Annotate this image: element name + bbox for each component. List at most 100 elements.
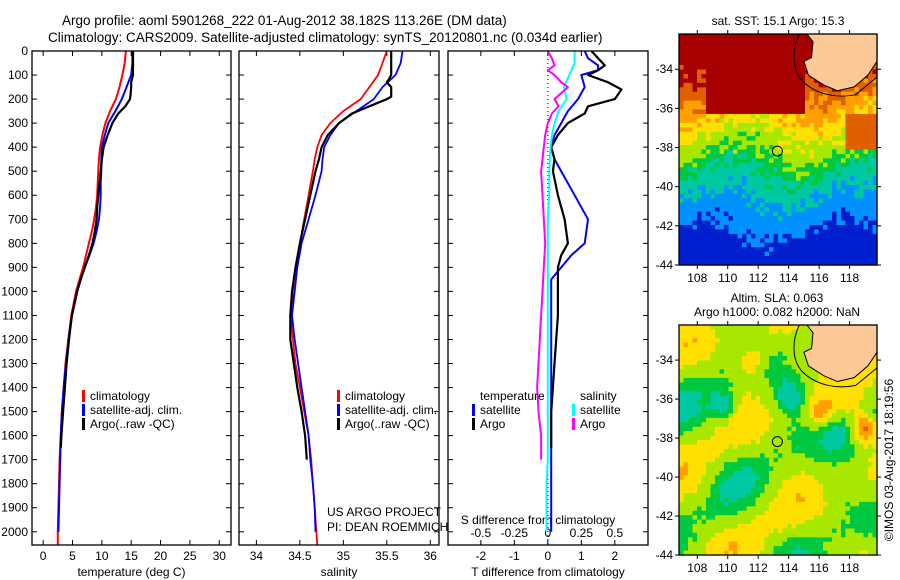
map-cell [827,519,833,525]
map-cell [710,202,716,208]
map-cell [796,207,802,213]
map-cell [850,479,856,485]
map-cell [800,51,806,57]
map-cell [809,233,815,239]
map-cell [733,444,739,450]
map-cell [742,422,748,428]
map-cell [746,524,752,530]
credit-project: US ARGO PROJECT [327,505,442,519]
x-tick-label: 35 [337,549,351,563]
map-cell [814,413,820,419]
map-cell [863,149,869,155]
map-cell [863,515,869,521]
map-cell [850,417,856,423]
map-cell [719,211,725,217]
map-cell [760,238,766,244]
map-cell [715,69,721,75]
map-cell [818,413,824,419]
map-cell [782,444,788,450]
map-cell [773,185,779,191]
map-cell [773,176,779,182]
map-cell [782,56,788,62]
map-cell [706,440,712,446]
map-cell [868,382,874,388]
map-cell [845,207,851,213]
map-cell [814,426,820,432]
map-cell [859,136,865,142]
map-cell [760,422,766,428]
map-cell [742,56,748,62]
map-cell [818,409,824,415]
map-cell [863,211,869,217]
map-cell [791,355,797,361]
map-cell [692,360,698,366]
map-cell [868,185,874,191]
map-cell [706,462,712,468]
map-cell [719,42,725,48]
map-cell [715,34,721,40]
map-cell [692,140,698,146]
map-cell [710,251,716,257]
map-cell [787,382,793,388]
map-cell [809,404,815,410]
map-cell [764,329,770,335]
map-cell [823,426,829,432]
map-cell [796,56,802,62]
map-cell [787,136,793,142]
map-cell [733,532,739,538]
map-cell [701,329,707,335]
map-cell [845,524,851,530]
map-cell [701,479,707,485]
map-cell [809,256,815,262]
map-cell [868,373,874,379]
map-cell [710,65,716,71]
map-cell [742,207,748,213]
map-cell [823,87,829,93]
map-cell [787,238,793,244]
map-cell [719,118,725,124]
map-cell [742,162,748,168]
map-cell [742,193,748,199]
map-cell [791,431,797,437]
map-cell [841,91,847,97]
map-cell [796,158,802,164]
map-cell [746,171,752,177]
map-cell [791,360,797,366]
map-cell [679,541,685,547]
map-cell [778,550,784,556]
map-cell [769,435,775,441]
map-cell [742,229,748,235]
map-cell [719,519,725,525]
map-cell [805,118,811,124]
map-cell [683,207,689,213]
map-cell [841,113,847,119]
map-cell [683,524,689,530]
map-cell [791,325,797,331]
map-cell [836,400,842,406]
map-cell [710,38,716,44]
map-cell [764,109,770,115]
map-cell [683,118,689,124]
map-cell [679,524,685,530]
map-cell [859,409,865,415]
map-cell [841,400,847,406]
map-cell [697,546,703,552]
map-cell [787,347,793,353]
map-cell [755,479,761,485]
map-cell [706,238,712,244]
map-cell [872,519,878,525]
map-cell [742,479,748,485]
map-cell [746,493,752,499]
map-cell [769,528,775,534]
map-cell [832,100,838,106]
map-cell [814,229,820,235]
map-cell [841,171,847,177]
map-cell [787,38,793,44]
map-cell [760,373,766,379]
map-cell [710,360,716,366]
map-cell [706,497,712,503]
map-cell [841,404,847,410]
map-cell [755,69,761,75]
map-cell [683,162,689,168]
map-cell [728,207,734,213]
